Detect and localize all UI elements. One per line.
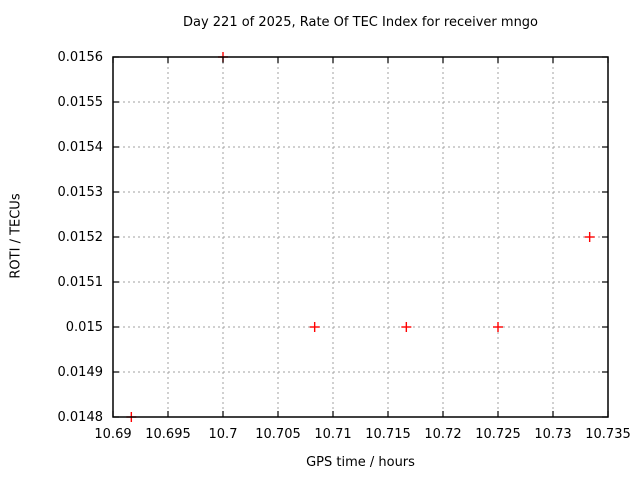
y-tick-label: 0.0155 <box>58 95 104 110</box>
x-tick-label: 10.725 <box>475 427 521 442</box>
y-tick-label: 0.015 <box>66 320 103 335</box>
x-tick-label: 10.695 <box>145 427 191 442</box>
y-tick-label: 0.0149 <box>58 365 104 380</box>
x-axis-label: GPS time / hours <box>306 455 415 470</box>
y-tick-label: 0.0154 <box>58 140 104 155</box>
y-tick-label: 0.0148 <box>58 410 104 425</box>
x-tick-label: 10.7 <box>209 427 238 442</box>
x-tick-label: 10.715 <box>365 427 411 442</box>
x-tick-label: 10.73 <box>534 427 571 442</box>
x-tick-label: 10.705 <box>255 427 301 442</box>
y-axis-label: ROTI / TECUs <box>8 193 24 279</box>
x-tick-label: 10.69 <box>94 427 131 442</box>
y-tick-label: 0.0153 <box>58 185 104 200</box>
chart-title: Day 221 of 2025, Rate Of TEC Index for r… <box>182 15 539 30</box>
x-tick-label: 10.72 <box>424 427 461 442</box>
y-tick-label: 0.0152 <box>58 230 104 245</box>
y-tick-label: 0.0151 <box>58 275 104 290</box>
x-tick-label: 10.735 <box>585 427 631 442</box>
x-tick-label: 10.71 <box>314 427 351 442</box>
y-tick-label: 0.0156 <box>58 50 104 65</box>
